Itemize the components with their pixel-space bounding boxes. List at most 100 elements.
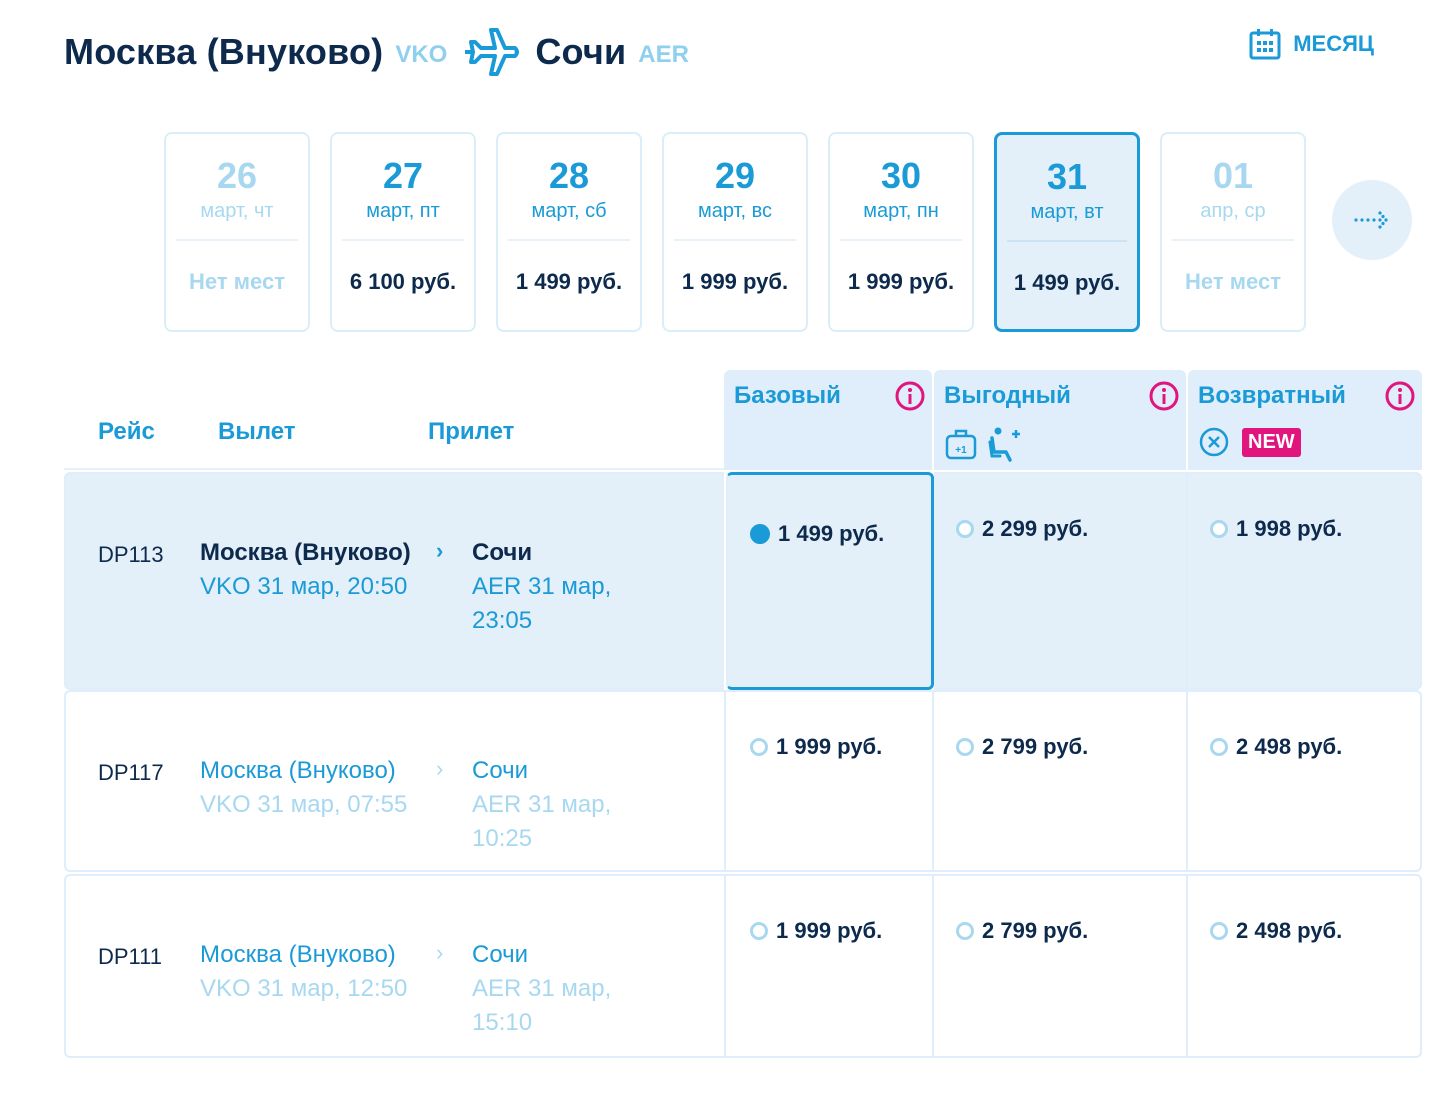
arrival-time: AER 31 мар, 10:25 [472,791,612,852]
radio-button[interactable] [956,520,974,538]
origin-city: Москва (Внуково) [64,31,384,72]
fare-price: 2 299 руб. [982,516,1089,541]
fare-option-basic[interactable]: 1 999 руб. [724,874,934,1058]
info-icon[interactable] [1148,380,1180,417]
fare-header-basic: Базовый [724,370,932,470]
chevron-right-icon: › [436,940,444,965]
divider [1007,240,1127,242]
date-card[interactable]: 26 март, чт Нет мест [164,132,310,332]
fare-price: 2 498 руб. [1236,734,1343,759]
info-icon[interactable] [1384,380,1416,417]
date-card[interactable]: 28 март, сб 1 499 руб. [496,132,642,332]
fare-price: 1 499 руб. [778,521,885,546]
arrival-time: AER 31 мар, 23:05 [472,573,612,634]
divider [674,239,796,241]
divider [840,239,962,241]
radio-button[interactable] [750,524,770,544]
date-card-selected[interactable]: 31 март, вт 1 499 руб. [994,132,1140,332]
arrival-time: AER 31 мар, 15:10 [472,975,612,1036]
column-header-departure: Вылет [218,418,296,445]
flight-row[interactable]: DP113 Москва (Внуково) VKO 31 мар, 20:50… [64,472,1422,690]
date-card[interactable]: 01 апр, ср Нет мест [1160,132,1306,332]
fare-name: Возвратный [1198,382,1346,409]
dest-code: AER [638,41,689,68]
flight-info [64,472,724,690]
date-price: Нет мест [189,269,285,294]
fare-price: 1 999 руб. [776,918,883,943]
arrow-right-icon [1354,211,1388,229]
chevron-right-icon: › [436,756,444,781]
radio-button[interactable] [956,738,974,756]
info-icon[interactable] [894,380,926,417]
arrival: Сочи AER 31 мар, 10:25 [472,754,672,856]
fare-option-refundable[interactable]: 1 998 руб. [1188,472,1422,690]
date-card[interactable]: 27 март, пт 6 100 руб. [330,132,476,332]
flight-info [64,690,724,872]
arrival-city: Сочи [472,757,529,784]
fare-price: 1 998 руб. [1236,516,1343,541]
flight-number: DP113 [98,542,164,567]
fare-option-refundable[interactable]: 2 498 руб. [1188,690,1422,872]
radio-button[interactable] [750,738,768,756]
arrival: Сочи AER 31 мар, 23:05 [472,536,672,638]
radio-button[interactable] [956,922,974,940]
fare-option-basic[interactable]: 1 999 руб. [724,690,934,872]
fare-option-value[interactable]: 2 799 руб. [934,874,1188,1058]
fare-option-value[interactable]: 2 299 руб. [934,472,1188,690]
arrival-city: Сочи [472,539,533,566]
fare-feature-icons: NEW [1198,426,1301,458]
flight-row[interactable]: DP111 Москва (Внуково) VKO 31 мар, 12:50… [64,874,1422,1058]
date-weekday: март, пн [863,200,939,222]
departure-city: Москва (Внуково) [200,757,396,784]
departure-time: VKO 31 мар, 07:55 [200,791,408,818]
fare-price: 2 498 руб. [1236,918,1343,943]
flight-number: DP111 [98,944,163,969]
date-weekday: апр, ср [1200,200,1266,222]
column-header-arrival: Прилет [428,418,515,445]
date-price: 6 100 руб. [349,269,457,294]
fare-header-refundable: Возвратный NEW [1188,370,1422,470]
fare-option-value[interactable]: 2 799 руб. [934,690,1188,872]
month-view-button[interactable]: МЕСЯЦ [1249,28,1374,60]
date-card[interactable]: 29 март, вс 1 999 руб. [662,132,808,332]
date-weekday: март, пт [366,200,440,222]
radio-button[interactable] [1210,738,1228,756]
next-dates-button[interactable] [1332,180,1412,260]
fare-price: 1 999 руб. [776,734,883,759]
divider [176,239,298,241]
fare-price: 2 799 руб. [982,734,1089,759]
fare-header-value: Выгодный +1 [934,370,1186,470]
date-weekday: март, чт [200,200,274,222]
date-weekday: март, вт [1030,201,1104,223]
date-card[interactable]: 30 март, пн 1 999 руб. [828,132,974,332]
dest-city: Сочи [535,31,627,72]
origin-code: VKO [395,41,448,68]
extra-baggage-icon: +1 [945,429,977,460]
date-day: 31 [1046,156,1088,197]
cancel-circle-icon [1199,427,1229,457]
fare-option-refundable[interactable]: 2 498 руб. [1188,874,1422,1058]
date-day: 28 [548,155,590,196]
seat-selection-icon [988,427,1020,462]
date-price: 1 999 руб. [847,269,955,294]
chevron-right-icon: › [436,538,444,563]
flight-row[interactable]: DP117 Москва (Внуково) VKO 31 мар, 07:55… [64,690,1422,872]
date-selector: 26 март, чт Нет мест 27 март, пт 6 100 р… [164,132,1326,332]
header-divider [64,468,724,470]
departure: Москва (Внуково) VKO 31 мар, 12:50 [200,938,440,1006]
new-badge: NEW [1242,427,1301,457]
fare-name: Базовый [734,382,841,409]
fare-option-basic[interactable]: 1 499 руб. [726,472,934,690]
date-day: 29 [714,155,756,196]
radio-button[interactable] [1210,520,1228,538]
date-day: 01 [1212,155,1254,196]
fare-name: Выгодный [944,382,1071,409]
departure-city: Москва (Внуково) [200,539,411,566]
radio-button[interactable] [1210,922,1228,940]
column-header-flight: Рейс [98,418,155,445]
date-day: 26 [216,155,258,196]
flight-number: DP117 [98,760,164,785]
date-price: 1 499 руб. [1013,270,1121,295]
arrival-city: Сочи [472,941,529,968]
radio-button[interactable] [750,922,768,940]
